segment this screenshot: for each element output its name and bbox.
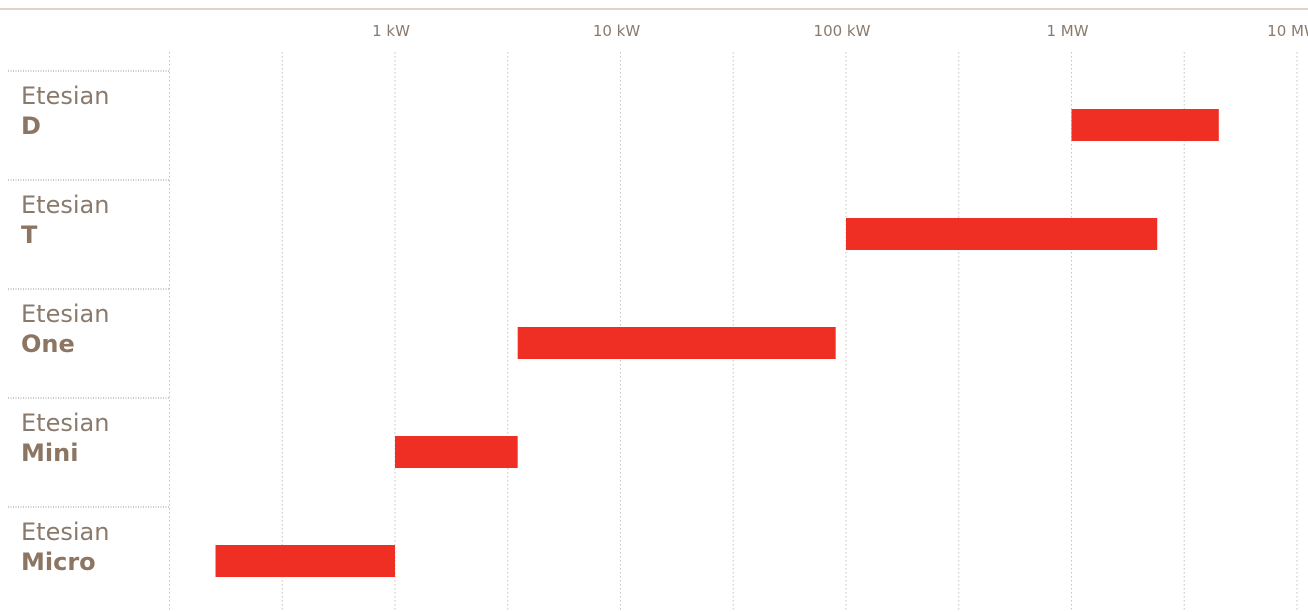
row-label-prefix: Etesian bbox=[21, 82, 109, 110]
row-label-name: D bbox=[21, 112, 41, 140]
row-label-name: Micro bbox=[21, 548, 96, 576]
row-label-name: One bbox=[21, 330, 75, 358]
x-tick-label: 10 MW bbox=[1267, 22, 1308, 40]
row-label-prefix: Etesian bbox=[21, 300, 109, 328]
range-bar-d bbox=[1071, 109, 1219, 141]
x-tick-label: 100 kW bbox=[814, 22, 871, 40]
x-tick-label: 10 kW bbox=[593, 22, 641, 40]
range-bar-t bbox=[846, 218, 1158, 250]
x-tick-label: 1 kW bbox=[372, 22, 410, 40]
row-label-name: T bbox=[21, 221, 38, 249]
x-tick-label: 1 MW bbox=[1046, 22, 1088, 40]
row-label-prefix: Etesian bbox=[21, 518, 109, 546]
range-bar-mini bbox=[395, 436, 518, 468]
range-bars bbox=[215, 109, 1219, 577]
row-labels: EtesianDEtesianTEtesianOneEtesianMiniEte… bbox=[21, 82, 109, 576]
row-label-prefix: Etesian bbox=[21, 191, 109, 219]
row-separators bbox=[8, 70, 170, 508]
grid-lines bbox=[0, 8, 1308, 612]
row-label-prefix: Etesian bbox=[21, 409, 109, 437]
x-axis-tick-labels: 1 kW 10 kW 100 kW 1 MW 10 MW bbox=[372, 22, 1308, 40]
range-bar-micro bbox=[215, 545, 395, 577]
range-bar-one bbox=[517, 327, 836, 359]
row-label-name: Mini bbox=[21, 439, 78, 467]
